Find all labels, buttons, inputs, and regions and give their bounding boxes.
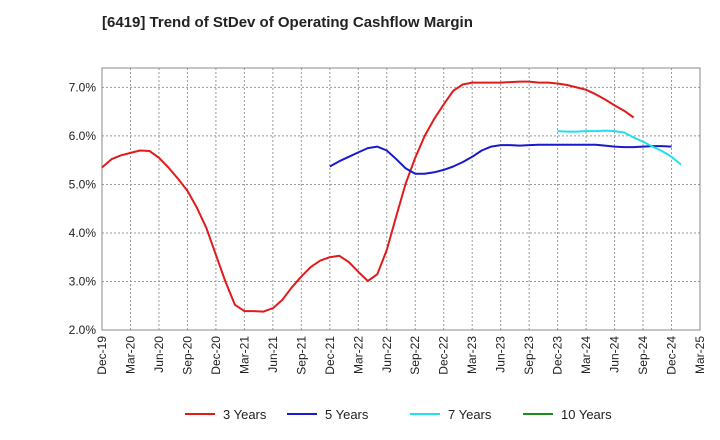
legend-label: 3 Years [223, 407, 267, 422]
x-tick-label: Mar-22 [351, 336, 365, 374]
x-tick-label: Jun-22 [380, 336, 394, 373]
x-tick-label: Dec-19 [95, 336, 109, 375]
x-tick-label: Sep-21 [294, 336, 308, 375]
x-tick-label: Jun-21 [266, 336, 280, 373]
x-tick-label: Dec-20 [209, 336, 223, 375]
y-tick-label: 2.0% [69, 323, 97, 337]
legend: 3 Years 5 Years 7 Years 10 Years [185, 407, 612, 422]
y-tick-label: 7.0% [69, 80, 97, 94]
y-tick-label: 6.0% [69, 129, 97, 143]
series-line-3-years [101, 80, 635, 313]
x-tick-label: Sep-20 [180, 336, 194, 375]
x-axis-ticks: Dec-19 Mar-20 Jun-20 Sep-20 Dec-20 Mar-21 Jun-… [95, 336, 707, 375]
legend-label: 7 Years [448, 407, 492, 422]
y-axis-ticks: 2.0% 3.0% 4.0% 5.0% 6.0% 7.0% [69, 80, 97, 337]
y-tick-label: 5.0% [69, 177, 97, 191]
x-tick-label: Mar-21 [237, 336, 251, 374]
x-tick-label: Jun-24 [608, 336, 622, 373]
x-tick-label: Sep-24 [636, 336, 650, 375]
x-tick-label: Mar-23 [465, 336, 479, 374]
y-tick-label: 3.0% [69, 274, 97, 288]
x-tick-label: Mar-24 [579, 336, 593, 374]
x-tick-label: Sep-22 [408, 336, 422, 375]
x-tick-label: Mar-20 [123, 336, 137, 374]
x-tick-label: Mar-25 [693, 336, 707, 374]
series-lines [101, 80, 682, 313]
x-tick-label: Jun-23 [494, 336, 508, 373]
series-line-7-years [557, 129, 682, 166]
x-tick-label: Dec-22 [437, 336, 451, 375]
series-line-5-years [329, 143, 672, 175]
x-tick-label: Sep-23 [522, 336, 536, 375]
legend-label: 10 Years [561, 407, 612, 422]
y-tick-label: 4.0% [69, 226, 97, 240]
plot-area-border [101, 67, 701, 331]
legend-label: 5 Years [325, 407, 369, 422]
chart-title: [6419] Trend of StDev of Operating Cashf… [102, 14, 473, 31]
x-tick-label: Dec-24 [665, 336, 679, 375]
x-tick-label: Dec-23 [551, 336, 565, 375]
x-tick-label: Dec-21 [323, 336, 337, 375]
x-tick-label: Jun-20 [152, 336, 166, 373]
axes [101, 67, 701, 331]
